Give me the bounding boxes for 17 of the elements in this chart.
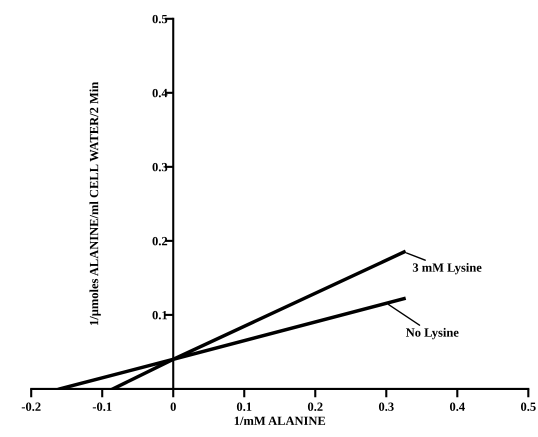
x-axis-title: 1/mM ALANINE [234, 416, 326, 426]
y-tick-label: 0.1 [152, 310, 168, 320]
x-tick-label: 0 [170, 402, 176, 411]
x-tick-label: 0.5 [520, 402, 536, 411]
y-tick-label: 0.3 [152, 162, 168, 172]
y-tick-label: 0.2 [152, 236, 168, 246]
x-tick-label: -0.2 [22, 402, 41, 411]
x-tick-label: -0.1 [92, 402, 112, 411]
y-axis-title: 1/μmoles ALANINE/ml CELL WATER/2 Min [89, 82, 101, 325]
x-tick-label: 0.4 [450, 402, 465, 411]
annotation: No Lysine [406, 328, 459, 340]
x-tick-label: 0.1 [236, 402, 252, 411]
x-tick-label: 0.3 [378, 402, 394, 411]
annotation: 3 mM Lysine [412, 262, 482, 274]
y-tick-label: 0.4 [152, 88, 168, 98]
x-tick-label: 0.2 [308, 402, 323, 411]
y-tick-label: 0.5 [152, 14, 168, 24]
